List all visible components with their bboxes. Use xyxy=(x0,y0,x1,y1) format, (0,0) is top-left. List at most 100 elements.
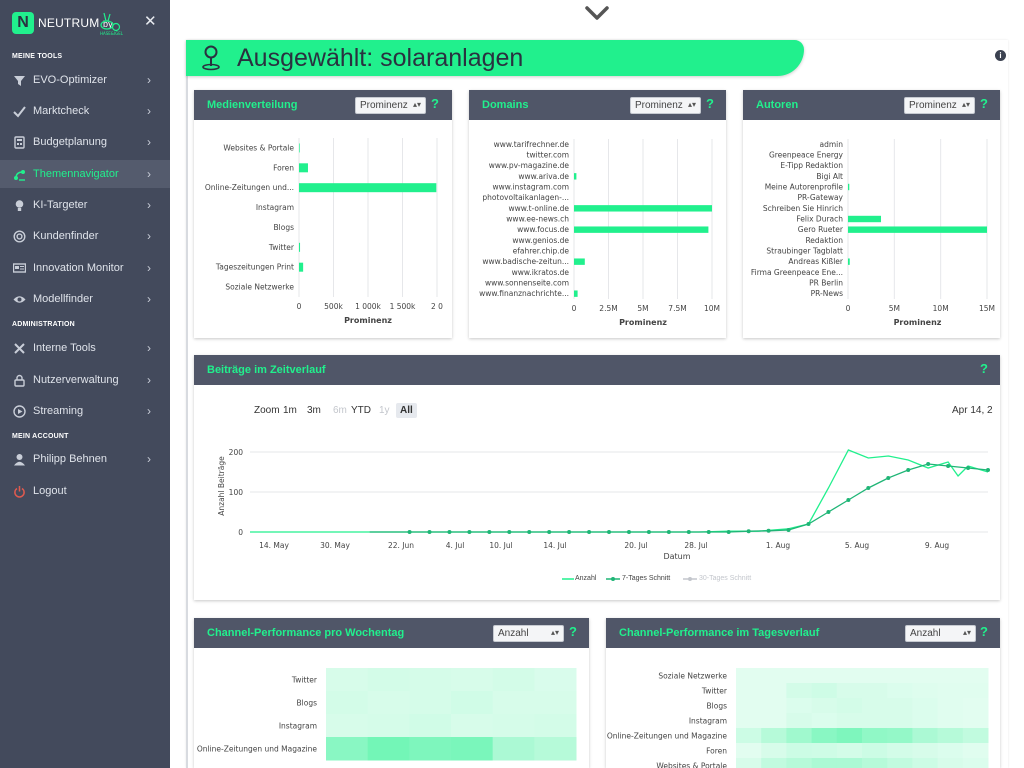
panel-title: Autoren xyxy=(756,99,799,111)
sidebar-item-evo-optimizer[interactable]: EVO-Optimizer › xyxy=(0,66,170,94)
range-end-date[interactable]: Apr 14, 2 xyxy=(952,405,993,416)
help-icon[interactable]: ? xyxy=(980,624,988,639)
help-icon[interactable]: ? xyxy=(706,96,714,111)
heatmap-cell xyxy=(862,698,888,714)
category-label: Websites & Portale xyxy=(223,143,294,152)
bar xyxy=(848,183,850,191)
heatmap-cell xyxy=(912,668,939,684)
series-point xyxy=(766,528,771,533)
sidebar-item-interne-tools[interactable]: Interne Tools › xyxy=(0,334,170,362)
heatmap-cell xyxy=(887,668,913,684)
zoom-ytd-button[interactable]: YTD xyxy=(351,405,371,416)
metric-select[interactable]: Anzahl ▴▾ xyxy=(905,625,976,642)
category-label: www.ikratos.de xyxy=(512,268,570,277)
x-tick-label: 2.5M xyxy=(599,304,617,313)
heatmap-cell xyxy=(937,698,964,714)
sidebar-item-kundenfinder[interactable]: Kundenfinder › xyxy=(0,222,170,250)
legend-anzahl[interactable]: Anzahl xyxy=(575,575,597,582)
user-icon xyxy=(14,454,25,466)
sidebar-item-label: Streaming xyxy=(33,405,84,417)
sidebar-item-streaming[interactable]: Streaming › xyxy=(0,397,170,425)
legend-7-tages-schnitt[interactable]: 7-Tages Schnitt xyxy=(622,575,671,582)
x-tick-label: 10M xyxy=(933,304,949,313)
heatmap-cell xyxy=(811,713,838,729)
sidebar-item-label: Marktcheck xyxy=(33,105,90,117)
series-point xyxy=(746,529,751,534)
sidebar-item-modellfinder[interactable]: Modellfinder › xyxy=(0,285,170,313)
metric-select[interactable]: Prominenz ▴▾ xyxy=(904,97,975,114)
bar xyxy=(848,215,882,223)
heatmap-cell xyxy=(492,668,535,692)
heatmap-cell xyxy=(367,691,410,715)
panel-header: Channel-Performance pro Wochentag Anzahl… xyxy=(194,618,589,648)
y-axis-title: Anzahl Beiträge xyxy=(217,456,226,516)
sidebar-item-logout[interactable]: Logout xyxy=(0,477,170,505)
series-point xyxy=(447,530,452,534)
zoom-1y-button[interactable]: 1y xyxy=(379,405,390,416)
category-label: www.sonnenseite.com xyxy=(485,279,569,288)
help-icon[interactable]: ? xyxy=(431,96,439,111)
chevron-right-icon: › xyxy=(147,292,151,306)
legend-30-tages-schnitt[interactable]: 30-Tages Schnitt xyxy=(699,575,752,582)
x-tick-label: 10M xyxy=(704,304,720,313)
heatmap-cell xyxy=(736,698,762,714)
series-point xyxy=(926,462,931,466)
heatmap-cell xyxy=(761,683,787,699)
zoom-1m-button[interactable]: 1m xyxy=(283,405,297,416)
tools-icon xyxy=(14,343,25,354)
power-icon xyxy=(14,486,25,498)
heatmap-cell xyxy=(811,758,838,768)
sidebar-item-label: Interne Tools xyxy=(33,342,96,354)
metric-select[interactable]: Anzahl ▴▾ xyxy=(493,625,564,642)
x-tick-label: 1 500k xyxy=(390,302,416,311)
select-arrow-icon: ▴▾ xyxy=(412,100,421,109)
heatmap-cell xyxy=(811,743,838,759)
sidebar-item-innovation-monitor[interactable]: Innovation Monitor › xyxy=(0,254,170,282)
panel-title: Domains xyxy=(482,99,529,111)
chevron-down-icon[interactable] xyxy=(583,2,611,24)
select-arrow-icon: ▴▾ xyxy=(961,100,970,109)
heatmap-cell xyxy=(862,728,888,744)
domains-bar-chart: 0 2.5M 5M 7.5M 10M www.tarifrechner.de twitter… xyxy=(479,139,720,327)
zoom-all-button[interactable]: All xyxy=(396,403,417,418)
sidebar-item-budgetplanung[interactable]: Budgetplanung › xyxy=(0,128,170,156)
close-sidebar-icon[interactable]: ✕ xyxy=(144,13,157,30)
sidebar-item-themennavigator[interactable]: Themennavigator › xyxy=(0,160,170,188)
heatmap-cell xyxy=(786,683,813,699)
heatmap-cell xyxy=(761,713,787,729)
heatmap-cell xyxy=(367,714,410,738)
section-mein-account: MEIN ACCOUNT xyxy=(12,433,69,440)
heatmap-row-label: Online-Zeitungen und Magazine xyxy=(607,732,728,741)
category-label: E-Tipp Redaktion xyxy=(780,161,843,170)
x-tick-label: 5M xyxy=(637,304,648,313)
heatmap-cell xyxy=(836,668,863,684)
category-label: Tageszeitungen Print xyxy=(215,263,294,272)
chevron-right-icon: › xyxy=(147,452,151,466)
series-point xyxy=(527,530,532,534)
category-label: Firma Greenpeace Ene... xyxy=(751,268,843,277)
neutrum-logo-icon[interactable]: N xyxy=(12,12,34,34)
zoom-3m-button[interactable]: 3m xyxy=(307,405,321,416)
info-icon[interactable]: i xyxy=(995,50,1006,61)
x-tick-label: 10. Jul xyxy=(489,541,512,550)
heatmap-cell xyxy=(887,758,913,768)
sidebar-item-marktcheck[interactable]: Marktcheck › xyxy=(0,97,170,125)
sidebar-item-nutzerverwaltung[interactable]: Nutzerverwaltung › xyxy=(0,366,170,394)
sidebar-item-ki-targeter[interactable]: KI-Targeter › xyxy=(0,191,170,219)
heatmap-cell xyxy=(887,713,913,729)
help-icon[interactable]: ? xyxy=(980,96,988,111)
x-tick-label: 20. Jul xyxy=(624,541,647,550)
sidebar-item-philipp-behnen[interactable]: Philipp Behnen › xyxy=(0,445,170,473)
zoom-6m-button[interactable]: 6m xyxy=(333,405,347,416)
heatmap-cell xyxy=(937,713,964,729)
metric-select[interactable]: Prominenz ▴▾ xyxy=(355,97,426,114)
help-icon[interactable]: ? xyxy=(569,624,577,639)
help-icon[interactable]: ? xyxy=(980,361,988,376)
chevron-right-icon: › xyxy=(147,198,151,212)
metric-select[interactable]: Prominenz ▴▾ xyxy=(630,97,701,114)
heatmap-cell xyxy=(451,737,494,761)
heatmap-cell xyxy=(736,713,762,729)
heatmap-cell xyxy=(937,743,964,759)
panel-header: Channel-Performance im Tagesverlauf Anza… xyxy=(606,618,1000,648)
